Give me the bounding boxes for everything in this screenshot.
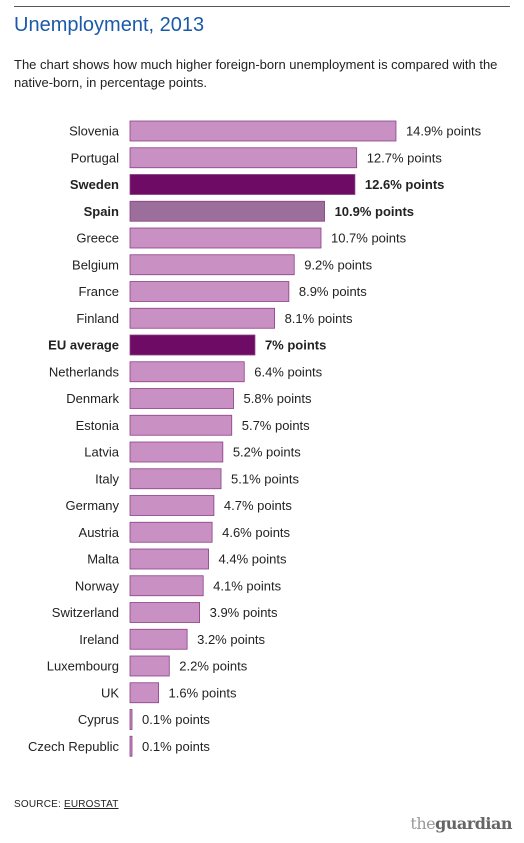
- bar-denmark: [129, 388, 234, 409]
- category-label-belgium: Belgium: [72, 257, 119, 272]
- category-label-finland: Finland: [76, 311, 119, 326]
- category-label-portugal: Portugal: [71, 150, 120, 165]
- bar-switzerland: [129, 602, 201, 623]
- category-label-switzerland: Switzerland: [52, 605, 119, 620]
- bar-spain: [129, 200, 325, 222]
- bar-slovenia: [129, 120, 397, 142]
- data-label-italy: 5.1% points: [231, 471, 299, 486]
- guardian-logo: theguardian: [410, 814, 512, 833]
- data-label-germany: 4.7% points: [224, 498, 292, 513]
- category-label-ireland: Ireland: [79, 632, 119, 647]
- data-label-portugal: 12.7% points: [367, 150, 443, 165]
- data-label-luxembourg: 2.2% points: [179, 659, 247, 674]
- source-prefix: SOURCE:: [14, 799, 64, 810]
- category-label-malta: Malta: [87, 552, 120, 567]
- source-link[interactable]: EUROSTAT: [63, 799, 119, 810]
- bar-eu-average: [129, 334, 256, 356]
- category-label-france: France: [79, 284, 119, 299]
- data-label-netherlands: 6.4% points: [254, 364, 322, 379]
- data-label-estonia: 5.7% points: [242, 418, 310, 433]
- data-label-finland: 8.1% points: [285, 311, 353, 326]
- category-label-netherlands: Netherlands: [49, 364, 120, 379]
- category-label-norway: Norway: [75, 578, 120, 593]
- chart-title: Unemployment, 2013: [14, 14, 205, 36]
- bar-uk: [129, 682, 159, 704]
- bar-greece: [129, 227, 322, 249]
- category-label-estonia: Estonia: [76, 418, 120, 433]
- bar-ireland: [129, 628, 188, 650]
- data-label-uk: 1.6% points: [169, 685, 237, 700]
- bar-sweden: [129, 174, 356, 195]
- data-label-eu-average: 7% points: [265, 338, 326, 353]
- data-label-malta: 4.4% points: [219, 552, 287, 567]
- data-label-norway: 4.1% points: [213, 578, 281, 593]
- bar-france: [129, 281, 290, 302]
- data-label-slovenia: 14.9% points: [406, 124, 482, 139]
- logo-name: guardian: [435, 814, 512, 833]
- top-rule: [14, 6, 510, 7]
- data-label-switzerland: 3.9% points: [210, 605, 278, 620]
- data-label-france: 8.9% points: [299, 284, 367, 299]
- bar-austria: [129, 521, 213, 543]
- bar-germany: [129, 495, 215, 516]
- bar-cyprus: [129, 709, 133, 730]
- category-label-eu-average: EU average: [48, 338, 119, 353]
- category-label-luxembourg: Luxembourg: [47, 659, 119, 674]
- data-label-denmark: 5.8% points: [244, 391, 312, 406]
- bar-netherlands: [129, 361, 245, 383]
- bar-norway: [129, 575, 204, 597]
- bar-belgium: [129, 254, 295, 276]
- data-label-latvia: 5.2% points: [233, 445, 301, 460]
- bar-italy: [129, 468, 222, 490]
- chart-subtitle: The chart shows how much higher foreign-…: [14, 57, 498, 90]
- category-label-uk: UK: [101, 685, 119, 700]
- data-label-belgium: 9.2% points: [304, 257, 372, 272]
- bar-finland: [129, 307, 275, 329]
- source-note: SOURCE: EUROSTAT: [14, 799, 119, 810]
- data-label-ireland: 3.2% points: [197, 632, 265, 647]
- category-label-sweden: Sweden: [70, 177, 119, 192]
- category-label-spain: Spain: [84, 204, 119, 219]
- data-label-greece: 10.7% points: [331, 231, 407, 246]
- category-label-slovenia: Slovenia: [69, 124, 120, 139]
- category-label-italy: Italy: [95, 471, 119, 486]
- category-label-czech-republic: Czech Republic: [28, 739, 120, 754]
- logo-the: the: [410, 814, 436, 833]
- category-label-denmark: Denmark: [66, 391, 119, 406]
- data-label-spain: 10.9% points: [335, 204, 414, 219]
- data-label-austria: 4.6% points: [222, 525, 290, 540]
- category-label-cyprus: Cyprus: [78, 712, 120, 727]
- data-label-czech-republic: 0.1% points: [142, 739, 210, 754]
- bar-portugal: [129, 147, 358, 169]
- bar-czech-republic: [129, 735, 133, 757]
- category-label-greece: Greece: [76, 231, 119, 246]
- bar-malta: [129, 548, 209, 570]
- category-label-germany: Germany: [66, 498, 120, 513]
- bar-chart: Slovenia 14.9% points Portugal 12.7% points…: [28, 120, 482, 757]
- data-label-sweden: 12.6% points: [365, 177, 444, 192]
- data-label-cyprus: 0.1% points: [142, 712, 210, 727]
- bar-estonia: [129, 414, 233, 436]
- category-label-latvia: Latvia: [84, 445, 119, 460]
- bar-latvia: [129, 441, 224, 463]
- category-label-austria: Austria: [79, 525, 120, 540]
- bar-luxembourg: [129, 655, 170, 677]
